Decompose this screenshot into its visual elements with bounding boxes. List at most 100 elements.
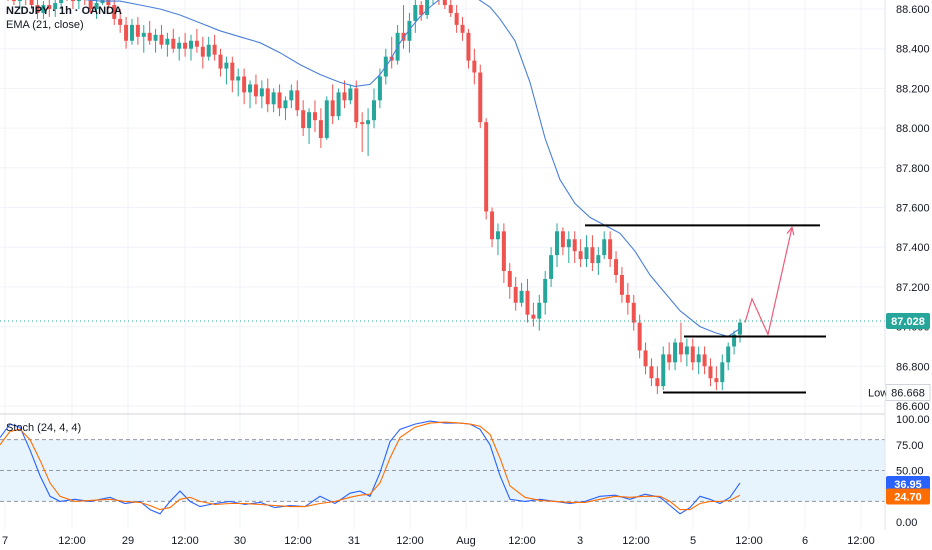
candle-body xyxy=(141,32,146,37)
candle-body xyxy=(106,0,111,6)
time-tick-label: 7 xyxy=(2,535,8,547)
symbol-label: NZDJPY · 1h · OANDA xyxy=(6,5,122,17)
candle-body xyxy=(655,378,660,387)
low-label: Low xyxy=(868,388,888,400)
candle-body xyxy=(183,42,188,49)
symbol-title[interactable]: NZDJPY · 1h · OANDA xyxy=(6,4,122,18)
candle-body xyxy=(283,100,288,109)
candle-body xyxy=(413,5,418,21)
low-label-bg xyxy=(864,384,886,401)
candle-body xyxy=(153,34,158,41)
candle-body xyxy=(448,5,453,13)
candle-body xyxy=(537,302,542,319)
candle-body xyxy=(407,20,412,41)
candle-body xyxy=(478,72,483,123)
candle-body xyxy=(649,366,654,379)
annotations[interactable] xyxy=(585,224,826,394)
time-tick-label: Aug xyxy=(456,535,476,547)
price-tick-label: 87.600 xyxy=(896,203,930,215)
time-tick-label: 5 xyxy=(690,535,696,547)
candle-body xyxy=(330,100,335,117)
candle-body xyxy=(631,302,636,323)
projection-arrowhead xyxy=(786,226,795,236)
candle-body xyxy=(372,100,376,121)
candle-body xyxy=(555,231,559,256)
candle-body xyxy=(242,76,247,93)
candle-body xyxy=(732,334,737,347)
candle-body xyxy=(637,322,642,351)
candle-body xyxy=(578,251,583,260)
candle-body xyxy=(519,290,524,303)
candle-body xyxy=(224,62,229,69)
candle-body xyxy=(419,5,424,15)
candle-body xyxy=(643,350,648,367)
stoch-d-badge: 24.70 xyxy=(894,492,922,504)
candle-body xyxy=(35,5,40,13)
time-tick-label: 29 xyxy=(122,535,134,547)
candle-body xyxy=(212,44,217,55)
ema-legend[interactable]: EMA (21, close) xyxy=(6,19,84,31)
candle-body xyxy=(708,366,713,379)
time-tick-label: 12:00 xyxy=(508,535,536,547)
price-tick-label: 88.600 xyxy=(896,4,930,16)
candle-body xyxy=(619,274,624,295)
candle-body xyxy=(318,120,323,139)
stoch-tick-label: 50.00 xyxy=(896,466,924,478)
price-tick-label: 88.000 xyxy=(896,123,930,135)
candle-body xyxy=(41,5,46,13)
candle-body xyxy=(295,90,300,111)
stoch-levels xyxy=(0,439,885,502)
candle-body xyxy=(720,362,725,383)
candle-body xyxy=(590,247,595,264)
stoch-k-line xyxy=(0,420,741,515)
candle-body xyxy=(543,278,548,303)
candle-body xyxy=(425,0,430,15)
candle-body xyxy=(11,0,16,2)
candle-body xyxy=(200,46,205,57)
candle-body xyxy=(312,112,317,121)
candle-body xyxy=(560,231,565,248)
candle-body xyxy=(94,3,99,9)
stoch-k-badge-bg xyxy=(886,475,930,492)
low-value-bg xyxy=(885,384,931,402)
candle-body xyxy=(572,239,577,252)
candle-body xyxy=(348,88,353,101)
last-price-badge: 87.028 xyxy=(891,316,925,328)
low-value: 86.668 xyxy=(891,388,925,400)
candle-body xyxy=(336,92,341,117)
time-tick-label: 6 xyxy=(802,535,808,547)
price-axis[interactable]: 88.600 88.400 88.200 88.000 87.800 87.600 87.4… xyxy=(896,4,930,413)
candle-body xyxy=(88,0,93,10)
candle-body xyxy=(248,84,253,93)
candle-body xyxy=(667,354,672,363)
candle-body xyxy=(625,294,630,303)
stoch-k-badge: 36.95 xyxy=(894,479,922,491)
candle-body xyxy=(484,122,489,212)
candle-body xyxy=(289,90,294,101)
candle-body xyxy=(702,354,707,367)
candle-body xyxy=(678,342,683,355)
price-tick-label: 88.200 xyxy=(896,83,930,95)
candle-body xyxy=(59,0,64,4)
stoch-tick-label: 75.00 xyxy=(896,440,924,452)
candle-body xyxy=(525,290,530,315)
candle-body xyxy=(324,100,329,139)
candle-body xyxy=(602,239,607,256)
candle-body xyxy=(401,32,406,41)
time-axis[interactable]: 7 12:00 29 12:00 30 12:00 31 12:00 Aug 12:00 3 12:0… xyxy=(2,535,875,547)
candle-body xyxy=(265,88,270,105)
time-tick-label: 30 xyxy=(234,535,246,547)
candle-body xyxy=(513,286,518,303)
price-tick-label: 88.400 xyxy=(896,44,930,56)
candle-body xyxy=(366,120,371,125)
candle-body xyxy=(194,40,199,47)
candle-body xyxy=(714,378,719,383)
stoch-legend[interactable]: Stoch (24, 4, 4) xyxy=(6,422,82,434)
candle-body xyxy=(253,84,258,97)
candle-body xyxy=(472,60,477,73)
candle-body xyxy=(584,247,589,260)
candle-body xyxy=(673,342,678,363)
